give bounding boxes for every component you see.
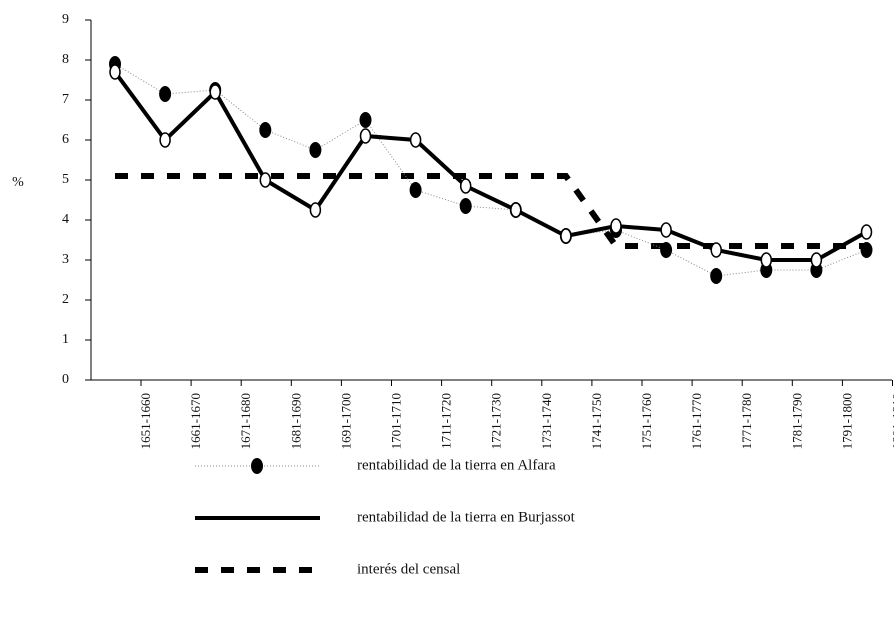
dot-marker <box>459 198 472 214</box>
circle-marker <box>159 132 171 148</box>
x-tick-label: 1761-1770 <box>689 393 704 449</box>
x-tick-label: 1721-1730 <box>489 393 504 449</box>
x-tick-label: 1781-1790 <box>789 393 804 449</box>
y-tick-label: 6 <box>62 132 69 147</box>
series-line <box>113 70 868 262</box>
series-line <box>114 63 867 277</box>
circle-marker <box>660 222 672 238</box>
circle-marker <box>810 252 823 268</box>
y-tick-label: 1 <box>62 332 69 347</box>
dot-marker <box>159 86 172 102</box>
y-axis-label: % <box>12 175 24 190</box>
circle-marker <box>109 64 121 80</box>
dot-marker <box>860 242 873 258</box>
y-tick-label: 9 <box>62 12 69 27</box>
dot-marker <box>259 122 272 138</box>
dot-marker <box>409 182 422 198</box>
dot-marker <box>309 142 322 158</box>
x-tick-label: 1661-1670 <box>188 393 203 449</box>
circle-marker <box>309 202 322 218</box>
y-tick-label: 7 <box>62 92 69 107</box>
y-tick-label: 3 <box>62 252 69 267</box>
circle-marker <box>359 128 372 144</box>
x-tick-label: 1691-1700 <box>338 393 353 449</box>
x-tick-label: 1751-1760 <box>639 393 654 449</box>
x-tick-label: 1671-1680 <box>238 393 253 449</box>
circle-marker <box>259 172 272 188</box>
circle-marker <box>710 242 722 258</box>
x-tick-label: 1771-1780 <box>739 393 754 449</box>
circle-marker <box>610 218 622 234</box>
x-tick-label: 1741-1750 <box>589 393 604 449</box>
y-tick-label: 0 <box>62 372 69 387</box>
y-tick-label: 4 <box>62 212 69 227</box>
legend-label: rentabilidad de la tierra en Alfara <box>357 457 556 473</box>
circle-marker <box>760 252 773 268</box>
series-line <box>115 173 867 249</box>
circle-marker <box>560 228 572 244</box>
x-tick-label: 1731-1740 <box>539 393 554 449</box>
y-tick-label: 2 <box>62 292 69 307</box>
x-tick-label: 1651-1660 <box>138 393 153 449</box>
x-tick-label: 1801-1810 <box>889 393 894 449</box>
legend-dot <box>251 458 263 474</box>
circle-marker <box>860 224 873 240</box>
circle-marker <box>459 178 472 194</box>
x-tick-label: 1791-1800 <box>839 393 854 449</box>
y-tick-label: 5 <box>62 172 69 187</box>
dot-marker <box>710 268 723 284</box>
x-tick-label: 1681-1690 <box>288 393 303 449</box>
x-tick-label: 1711-1720 <box>439 393 454 449</box>
x-tick-label: 1701-1710 <box>388 393 403 449</box>
circle-marker <box>510 202 522 218</box>
circle-marker <box>409 132 422 148</box>
legend-label: rentabilidad de la tierra en Burjassot <box>357 509 576 525</box>
dot-marker <box>660 242 673 258</box>
circle-marker <box>209 84 221 100</box>
y-tick-label: 8 <box>62 52 69 67</box>
dot-marker <box>359 112 372 128</box>
legend-label: interés del censal <box>357 561 460 577</box>
